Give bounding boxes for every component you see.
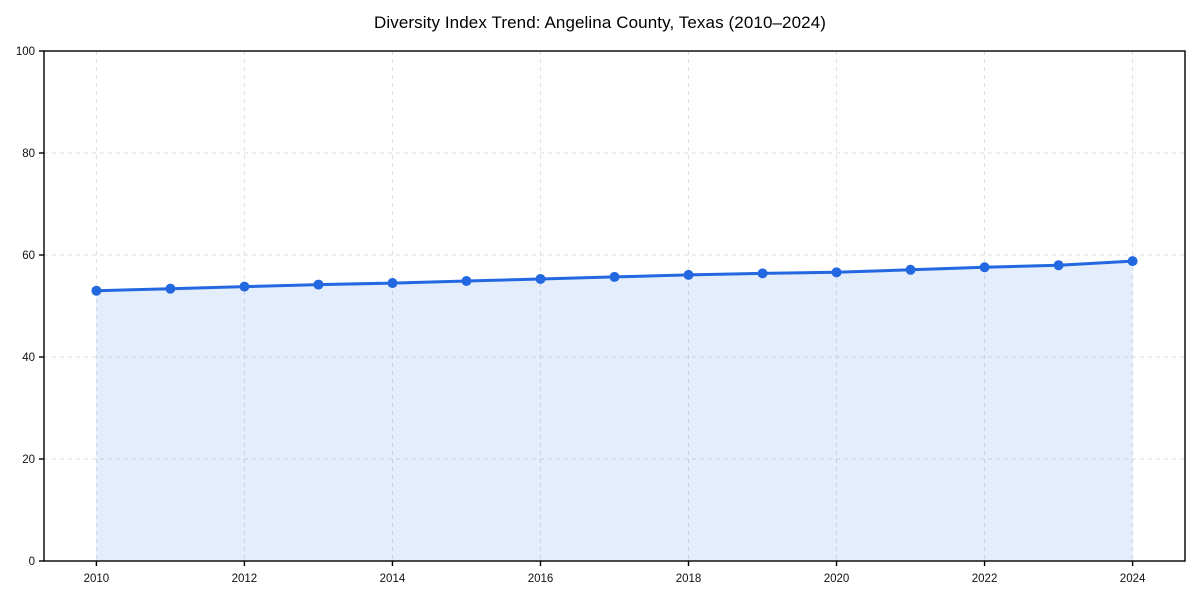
x-tick-label: 2024 [1120,573,1146,585]
data-point [461,276,472,287]
x-tick-label: 2022 [972,573,998,585]
data-point [979,262,990,273]
plot-border [43,50,1186,562]
y-tick-label: 20 [22,454,35,466]
data-point [1053,260,1064,271]
data-point [905,264,916,275]
data-point [1127,256,1138,267]
data-point [239,281,250,292]
data-point [609,271,620,282]
data-point [165,283,176,294]
x-tick-label: 2014 [380,573,406,585]
y-tick-label: 80 [22,148,35,160]
data-point [831,267,842,278]
y-tick-label: 0 [29,556,35,568]
data-point [91,285,102,296]
y-tick-label: 40 [22,352,35,364]
data-point [313,279,324,290]
data-point [387,278,398,289]
x-tick-label: 2020 [824,573,850,585]
y-tick-label: 100 [16,46,35,58]
data-point [535,273,546,284]
data-point [683,269,694,280]
data-point [757,268,768,279]
y-tick-label: 60 [22,250,35,262]
area-fill [96,261,1133,561]
x-tick-label: 2010 [84,573,110,585]
x-tick-label: 2016 [528,573,554,585]
x-tick-label: 2018 [676,573,702,585]
x-tick-label: 2012 [232,573,258,585]
chart-title: Diversity Index Trend: Angelina County, … [373,13,827,32]
